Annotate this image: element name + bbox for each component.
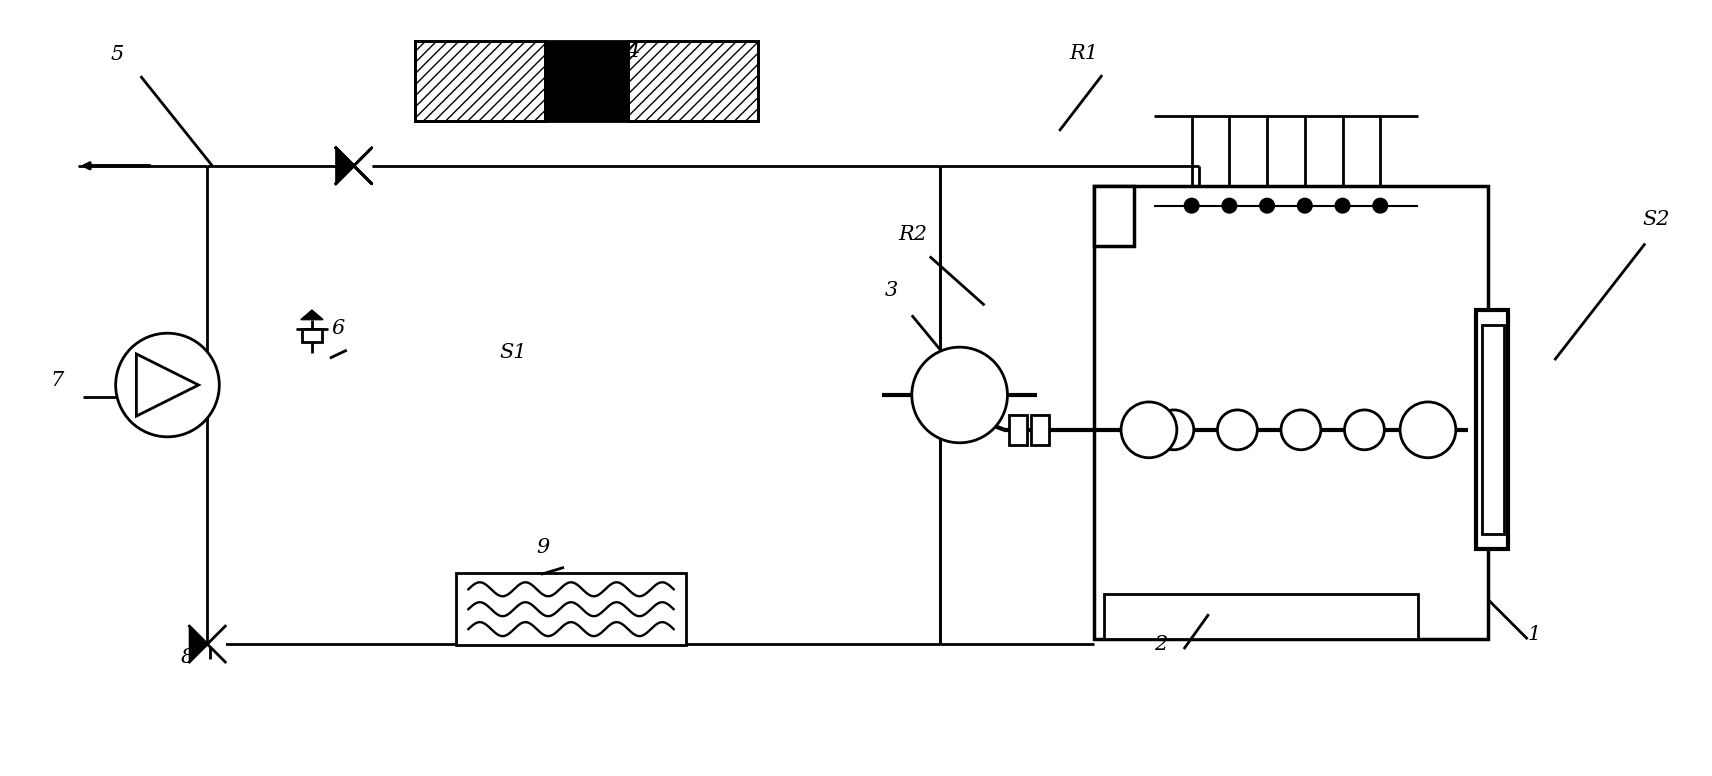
Bar — [1094, 185, 1133, 245]
Text: 6: 6 — [332, 319, 346, 338]
Text: 8: 8 — [180, 648, 193, 667]
Text: S1: S1 — [500, 343, 527, 362]
Polygon shape — [207, 626, 226, 662]
Text: R1: R1 — [1070, 44, 1097, 63]
Circle shape — [912, 347, 1007, 443]
Bar — [628, 41, 758, 121]
Text: 2: 2 — [1154, 635, 1168, 654]
Polygon shape — [190, 626, 207, 662]
Bar — [1476, 310, 1508, 549]
Circle shape — [1185, 199, 1198, 213]
Text: 4: 4 — [627, 42, 639, 61]
Bar — [303, 329, 322, 342]
Circle shape — [1217, 410, 1257, 450]
Circle shape — [1373, 199, 1387, 213]
Polygon shape — [336, 148, 354, 184]
Bar — [414, 41, 544, 121]
Circle shape — [1298, 199, 1311, 213]
Bar — [1104, 594, 1418, 639]
Bar — [544, 41, 628, 121]
Circle shape — [1407, 410, 1448, 450]
Text: R2: R2 — [897, 224, 926, 244]
Polygon shape — [354, 148, 372, 184]
Bar — [1031, 415, 1049, 445]
Circle shape — [1281, 410, 1322, 450]
Bar — [1094, 185, 1488, 639]
Text: 1: 1 — [1527, 625, 1541, 644]
Circle shape — [1344, 410, 1385, 450]
Circle shape — [1335, 199, 1349, 213]
Polygon shape — [137, 354, 199, 416]
Circle shape — [1222, 199, 1236, 213]
Text: 5: 5 — [111, 45, 123, 64]
Text: 7: 7 — [51, 371, 63, 390]
Bar — [628, 41, 758, 121]
Circle shape — [1260, 199, 1274, 213]
Circle shape — [1400, 402, 1455, 458]
Text: 9: 9 — [536, 539, 550, 557]
Bar — [457, 573, 685, 645]
Bar — [1483, 325, 1503, 535]
Bar — [414, 41, 544, 121]
Bar — [1010, 415, 1027, 445]
Circle shape — [1154, 410, 1193, 450]
Circle shape — [116, 333, 219, 437]
Circle shape — [1121, 402, 1176, 458]
Text: 3: 3 — [885, 282, 899, 300]
Polygon shape — [301, 310, 324, 320]
Text: S2: S2 — [1642, 210, 1669, 229]
